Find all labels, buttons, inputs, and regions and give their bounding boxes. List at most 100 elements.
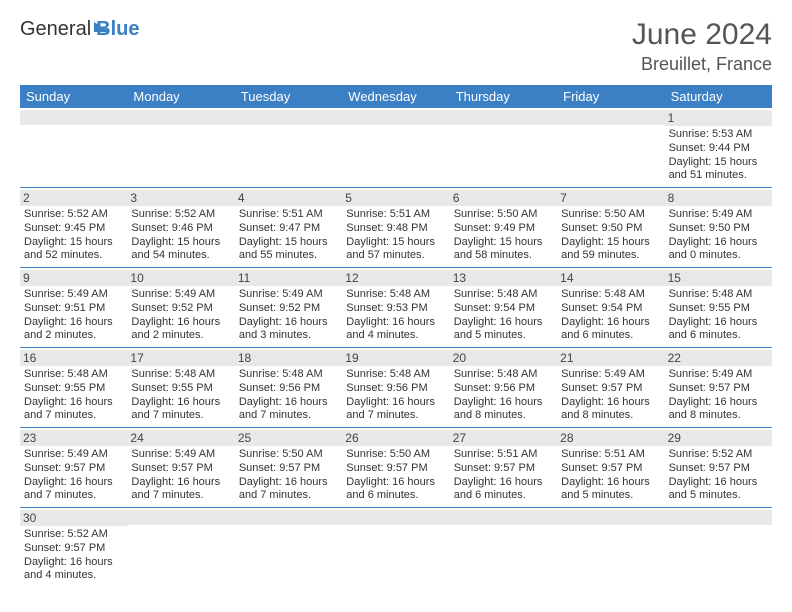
header: General Blue June 2024 Breuillet, France xyxy=(20,18,772,75)
day-cell: 9Sunrise: 5:49 AMSunset: 9:51 PMDaylight… xyxy=(20,268,127,347)
day-number: 29 xyxy=(665,430,772,446)
day-number: 3 xyxy=(127,190,234,206)
dow-cell: Saturday xyxy=(665,85,772,108)
day-text: Sunrise: 5:52 AMSunset: 9:57 PMDaylight:… xyxy=(669,448,768,503)
day-text: Sunrise: 5:51 AMSunset: 9:47 PMDaylight:… xyxy=(239,208,338,263)
day-number xyxy=(557,510,664,525)
day-number: 24 xyxy=(127,430,234,446)
day-number: 23 xyxy=(20,430,127,446)
day-cell: 19 Sunrise: 5:48 AMSunset: 9:56 PMDayligh… xyxy=(342,348,449,427)
day-text: Sunrise: 5:48 AMSunset: 9:54 PMDaylight:… xyxy=(561,288,660,343)
day-text: Sunrise: 5:49 AMSunset: 9:57 PMDaylight:… xyxy=(669,368,768,423)
day-number: 11 xyxy=(235,270,342,286)
day-number xyxy=(450,510,557,525)
logo-text-1: General xyxy=(20,18,91,41)
day-cell: 23 Sunrise: 5:49 AMSunset: 9:57 PMDayligh… xyxy=(20,428,127,507)
day-number xyxy=(235,510,342,525)
weeks-container: 1 Sunrise: 5:53 AMSunset: 9:44 PMDaylight… xyxy=(20,108,772,587)
location: Breuillet, France xyxy=(632,54,772,75)
day-number: 2 xyxy=(20,190,127,206)
day-cell xyxy=(342,508,449,587)
day-text: Sunrise: 5:48 AMSunset: 9:55 PMDaylight:… xyxy=(24,368,123,423)
day-number xyxy=(127,510,234,525)
day-cell: 8 Sunrise: 5:49 AMSunset: 9:50 PMDaylight… xyxy=(665,188,772,267)
days-of-week-row: SundayMondayTuesdayWednesdayThursdayFrid… xyxy=(20,85,772,108)
day-text: Sunrise: 5:50 AMSunset: 9:57 PMDaylight:… xyxy=(239,448,338,503)
day-number xyxy=(342,510,449,525)
day-cell: 21Sunrise: 5:49 AMSunset: 9:57 PMDayligh… xyxy=(557,348,664,427)
day-cell: 18 Sunrise: 5:48 AMSunset: 9:56 PMDayligh… xyxy=(235,348,342,427)
day-cell: 25Sunrise: 5:50 AMSunset: 9:57 PMDayligh… xyxy=(235,428,342,507)
day-text: Sunrise: 5:48 AMSunset: 9:56 PMDaylight:… xyxy=(239,368,338,423)
day-number: 7 xyxy=(557,190,664,206)
day-text: Sunrise: 5:49 AMSunset: 9:52 PMDaylight:… xyxy=(131,288,230,343)
dow-cell: Tuesday xyxy=(235,85,342,108)
day-number: 8 xyxy=(665,190,772,206)
day-cell: 15 Sunrise: 5:48 AMSunset: 9:55 PMDayligh… xyxy=(665,268,772,347)
day-cell: 20Sunrise: 5:48 AMSunset: 9:56 PMDayligh… xyxy=(450,348,557,427)
dow-cell: Friday xyxy=(557,85,664,108)
day-cell xyxy=(557,108,664,187)
dow-cell: Sunday xyxy=(20,85,127,108)
day-cell: 13 Sunrise: 5:48 AMSunset: 9:54 PMDayligh… xyxy=(450,268,557,347)
week-row: 2 Sunrise: 5:52 AMSunset: 9:45 PMDaylight… xyxy=(20,188,772,268)
day-text: Sunrise: 5:52 AMSunset: 9:46 PMDaylight:… xyxy=(131,208,230,263)
day-cell xyxy=(20,108,127,187)
day-number: 27 xyxy=(450,430,557,446)
dow-cell: Wednesday xyxy=(342,85,449,108)
day-text: Sunrise: 5:53 AMSunset: 9:44 PMDaylight:… xyxy=(669,128,768,183)
day-text: Sunrise: 5:49 AMSunset: 9:57 PMDaylight:… xyxy=(131,448,230,503)
day-text: Sunrise: 5:49 AMSunset: 9:57 PMDaylight:… xyxy=(561,368,660,423)
day-cell: 10Sunrise: 5:49 AMSunset: 9:52 PMDayligh… xyxy=(127,268,234,347)
day-text: Sunrise: 5:48 AMSunset: 9:56 PMDaylight:… xyxy=(346,368,445,423)
day-number: 19 xyxy=(342,350,449,366)
day-cell: 5Sunrise: 5:51 AMSunset: 9:48 PMDaylight… xyxy=(342,188,449,267)
day-text: Sunrise: 5:49 AMSunset: 9:57 PMDaylight:… xyxy=(24,448,123,503)
day-cell: 7Sunrise: 5:50 AMSunset: 9:50 PMDaylight… xyxy=(557,188,664,267)
day-cell xyxy=(127,108,234,187)
day-cell xyxy=(557,508,664,587)
day-cell: 24 Sunrise: 5:49 AMSunset: 9:57 PMDayligh… xyxy=(127,428,234,507)
week-row: 16Sunrise: 5:48 AMSunset: 9:55 PMDayligh… xyxy=(20,348,772,428)
day-number xyxy=(665,510,772,525)
day-cell xyxy=(665,508,772,587)
day-cell: 14 Sunrise: 5:48 AMSunset: 9:54 PMDayligh… xyxy=(557,268,664,347)
day-cell: 2 Sunrise: 5:52 AMSunset: 9:45 PMDaylight… xyxy=(20,188,127,267)
day-text: Sunrise: 5:48 AMSunset: 9:55 PMDaylight:… xyxy=(669,288,768,343)
day-cell xyxy=(235,108,342,187)
day-cell: 3 Sunrise: 5:52 AMSunset: 9:46 PMDaylight… xyxy=(127,188,234,267)
day-number: 30 xyxy=(20,510,127,526)
day-cell: 12Sunrise: 5:48 AMSunset: 9:53 PMDayligh… xyxy=(342,268,449,347)
day-number: 15 xyxy=(665,270,772,286)
day-text: Sunrise: 5:52 AMSunset: 9:45 PMDaylight:… xyxy=(24,208,123,263)
day-text: Sunrise: 5:49 AMSunset: 9:50 PMDaylight:… xyxy=(669,208,768,263)
day-number: 5 xyxy=(342,190,449,206)
day-number xyxy=(235,110,342,125)
day-number: 18 xyxy=(235,350,342,366)
day-text: Sunrise: 5:51 AMSunset: 9:57 PMDaylight:… xyxy=(561,448,660,503)
day-number: 14 xyxy=(557,270,664,286)
day-number: 20 xyxy=(450,350,557,366)
day-cell: 17Sunrise: 5:48 AMSunset: 9:55 PMDayligh… xyxy=(127,348,234,427)
day-text: Sunrise: 5:51 AMSunset: 9:57 PMDaylight:… xyxy=(454,448,553,503)
day-number: 4 xyxy=(235,190,342,206)
title-block: June 2024 Breuillet, France xyxy=(632,18,772,75)
day-number: 26 xyxy=(342,430,449,446)
day-number: 13 xyxy=(450,270,557,286)
day-number xyxy=(127,110,234,125)
day-cell xyxy=(127,508,234,587)
day-cell: 16Sunrise: 5:48 AMSunset: 9:55 PMDayligh… xyxy=(20,348,127,427)
day-text: Sunrise: 5:50 AMSunset: 9:57 PMDaylight:… xyxy=(346,448,445,503)
day-cell: 29 Sunrise: 5:52 AMSunset: 9:57 PMDayligh… xyxy=(665,428,772,507)
logo-text-2: Blue xyxy=(96,18,139,41)
day-text: Sunrise: 5:48 AMSunset: 9:54 PMDaylight:… xyxy=(454,288,553,343)
day-number: 1 xyxy=(665,110,772,126)
dow-cell: Monday xyxy=(127,85,234,108)
day-number: 6 xyxy=(450,190,557,206)
day-cell xyxy=(342,108,449,187)
day-cell xyxy=(235,508,342,587)
day-cell: 6Sunrise: 5:50 AMSunset: 9:49 PMDaylight… xyxy=(450,188,557,267)
day-number: 12 xyxy=(342,270,449,286)
day-cell: 28Sunrise: 5:51 AMSunset: 9:57 PMDayligh… xyxy=(557,428,664,507)
day-cell: 30Sunrise: 5:52 AMSunset: 9:57 PMDayligh… xyxy=(20,508,127,587)
